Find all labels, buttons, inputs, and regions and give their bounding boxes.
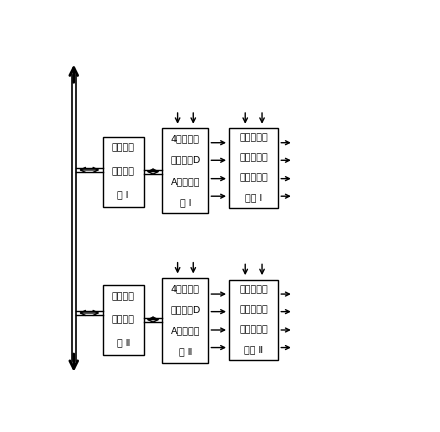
Bar [103,285,144,355]
Text: 上变频和D: 上变频和D [170,156,201,165]
Text: 块 Ⅰ: 块 Ⅰ [180,198,191,207]
Bar [103,137,144,206]
Text: 板 Ⅱ: 板 Ⅱ [117,338,130,347]
Text: 处理器主: 处理器主 [112,315,135,324]
Text: 单元 Ⅰ: 单元 Ⅰ [245,194,262,203]
Bar [162,128,209,213]
Text: 处理器主: 处理器主 [112,167,135,176]
Text: 电平控制器: 电平控制器 [239,325,268,334]
Text: 模拟上变频: 模拟上变频 [239,285,268,294]
Bar [229,280,279,359]
Text: 数字信号: 数字信号 [112,292,135,301]
Text: 板 Ⅰ: 板 Ⅰ [117,191,129,200]
Text: 块 Ⅱ: 块 Ⅱ [179,348,192,357]
Text: 电平控制器: 电平控制器 [239,174,268,183]
Text: 单元 Ⅱ: 单元 Ⅱ [244,345,263,354]
Bar [162,278,209,363]
Text: A变换器模: A变换器模 [171,177,200,186]
Text: 上变频和D: 上变频和D [170,305,201,314]
Text: A变换器模: A变换器模 [171,327,200,336]
Bar [229,128,279,208]
Text: 4通道数字: 4通道数字 [171,284,200,293]
Text: 4通道数字: 4通道数字 [171,134,200,143]
Text: 数字信号: 数字信号 [112,144,135,153]
Text: 模拟上变频: 模拟上变频 [239,134,268,143]
Text: 单元、幅度: 单元、幅度 [239,305,268,314]
Text: 单元、幅度: 单元、幅度 [239,154,268,163]
